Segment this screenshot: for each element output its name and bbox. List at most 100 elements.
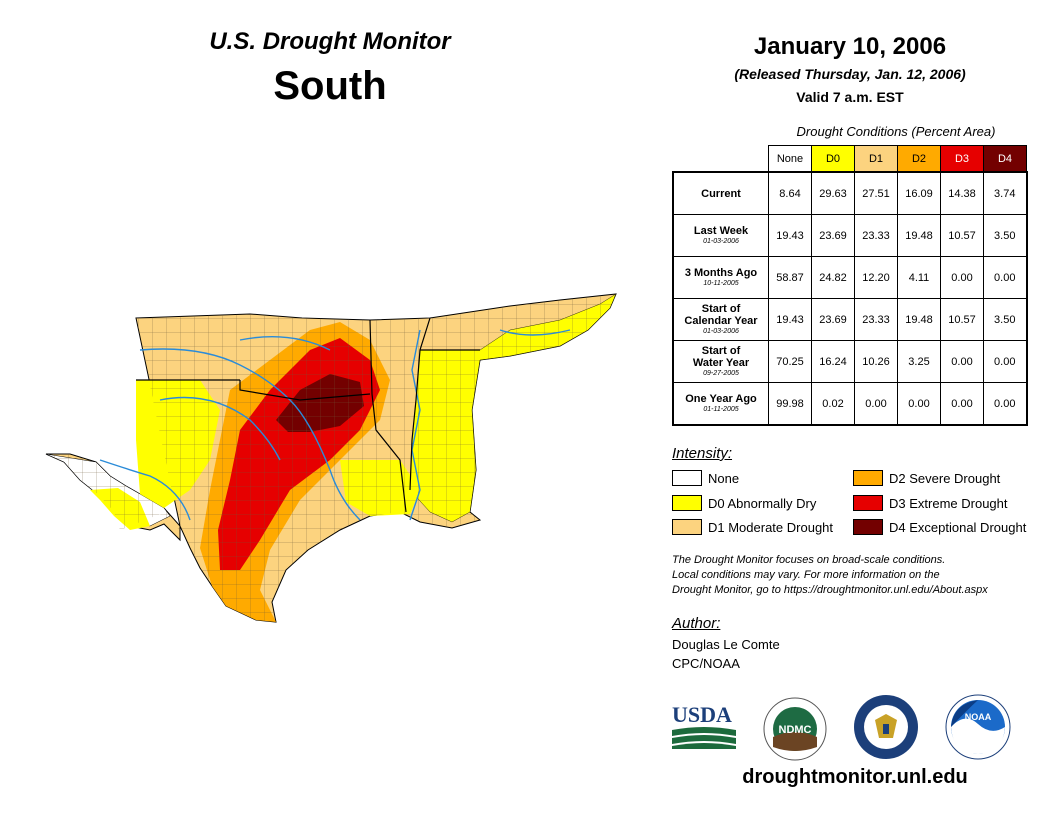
legend-item-d3: D3 Extreme Drought	[853, 495, 1008, 511]
legend-swatch	[853, 470, 883, 486]
table-cell: 3.25	[897, 340, 941, 383]
legend-item-none: None	[672, 470, 739, 486]
legend-label: D1 Moderate Drought	[708, 519, 834, 535]
legend-label: D3 Extreme Drought	[889, 495, 1008, 511]
table-cell: 29.63	[811, 171, 855, 215]
note-line: Drought Monitor, go to https://droughtmo…	[672, 584, 988, 596]
table-cell: 99.98	[768, 382, 812, 426]
table-header-row: None D0 D1 D2 D3 D4	[673, 145, 1027, 173]
col-d1-label: D1	[868, 152, 884, 165]
col-d3-label: D3	[954, 152, 970, 165]
table-cell: 23.69	[811, 298, 855, 341]
col-none: None	[768, 145, 812, 173]
legend-swatch	[672, 470, 702, 486]
drought-map	[45, 293, 617, 623]
region-title: South	[273, 64, 387, 108]
table-cell: 0.00	[983, 256, 1028, 299]
col-d4-label: D4	[997, 152, 1013, 165]
table-cell: 23.69	[811, 214, 855, 257]
map-title: U.S. Drought Monitor	[209, 28, 451, 55]
table-cell: 10.57	[940, 214, 984, 257]
author-heading: Author:	[672, 615, 721, 632]
row-label: Start of Water Year 09-27-2005	[672, 340, 769, 383]
legend-item-d4: D4 Exceptional Drought	[853, 519, 1026, 535]
usda-logo-text: USDA	[672, 702, 732, 727]
table-cell: 23.33	[854, 298, 898, 341]
row-label: Last Week 01-03-2006	[672, 214, 769, 257]
table-cell: 3.50	[983, 298, 1028, 341]
rivers	[99, 329, 571, 521]
noaa-logo-text: NOAA	[965, 712, 992, 722]
county-lines	[46, 294, 616, 622]
legend-label: D4 Exceptional Drought	[889, 519, 1027, 535]
state-borders	[136, 317, 480, 513]
disclaimer-note: The Drought Monitor focuses on broad-sca…	[672, 553, 1032, 598]
table-cell: 19.48	[897, 214, 941, 257]
ndmc-logo: NDMC	[763, 697, 827, 761]
table-caption: Drought Conditions (Percent Area)	[796, 124, 996, 139]
col-d2-label: D2	[911, 152, 927, 165]
legend-swatch	[853, 495, 883, 511]
website-url[interactable]: droughtmonitor.unl.edu	[742, 766, 968, 788]
col-d0: D0	[811, 145, 855, 173]
table-cell: 16.09	[897, 171, 941, 215]
noaa-logo: NOAA	[945, 694, 1011, 760]
table-cell: 23.33	[854, 214, 898, 257]
table-cell: 14.38	[940, 171, 984, 215]
author-name: Douglas Le Comte	[672, 637, 780, 652]
table-cell: 3.74	[983, 171, 1028, 215]
row-label: One Year Ago 01-11-2005	[672, 382, 769, 426]
table-cell: 0.00	[897, 382, 941, 426]
table-cell: 0.00	[940, 382, 984, 426]
row-label-text: 3 Months Ago	[684, 267, 758, 279]
legend-item-d1: D1 Moderate Drought	[672, 519, 833, 535]
legend-item-d0: D0 Abnormally Dry	[672, 495, 816, 511]
legend-swatch	[672, 519, 702, 535]
row-label: Start of Calendar Year 01-03-2006	[672, 298, 769, 341]
table-cell: 3.50	[983, 214, 1028, 257]
row-label-text-2: Calendar Year	[684, 315, 758, 327]
col-d3: D3	[940, 145, 984, 173]
table-cell: 58.87	[768, 256, 812, 299]
row-label-text: Last Week	[693, 225, 749, 237]
table-cell: 70.25	[768, 340, 812, 383]
row-label-date: 10-11-2005	[703, 280, 739, 287]
drought-conditions-table: None D0 D1 D2 D3 D4 Current 8.64 29.63 2…	[672, 145, 1028, 426]
legend-swatch	[853, 519, 883, 535]
row-label-text: One Year Ago	[685, 393, 757, 405]
legend-label: None	[708, 470, 740, 486]
table-corner	[673, 146, 769, 173]
table-cell: 0.00	[983, 382, 1028, 426]
row-label-text: Start of	[701, 345, 741, 357]
table-cell: 16.24	[811, 340, 855, 383]
legend-label: D2 Severe Drought	[889, 470, 1001, 486]
map-date: January 10, 2006	[753, 33, 947, 60]
col-none-label: None	[776, 152, 804, 165]
col-d0-label: D0	[825, 152, 841, 165]
note-line: Local conditions may vary. For more info…	[672, 569, 940, 581]
row-label-date: 09-27-2005	[703, 370, 739, 377]
table-cell: 19.43	[768, 214, 812, 257]
ndmc-logo-text: NDMC	[779, 724, 812, 736]
row-label: Current	[672, 171, 769, 215]
table-cell: 0.02	[811, 382, 855, 426]
usda-logo: USDA	[670, 700, 738, 750]
legend-title: Intensity:	[672, 445, 733, 462]
table-row-current: Current 8.64 29.63 27.51 16.09 14.38 3.7…	[672, 171, 1028, 215]
table-cell: 19.48	[897, 298, 941, 341]
table-cell: 4.11	[897, 256, 941, 299]
table-row-last-week: Last Week 01-03-2006 19.43 23.69 23.33 19…	[672, 214, 1028, 257]
valid-time: Valid 7 a.m. EST	[796, 89, 904, 105]
row-label-text: Start of	[701, 303, 741, 315]
row-label-date: 01-11-2005	[703, 406, 739, 413]
table-cell: 12.20	[854, 256, 898, 299]
table-cell: 10.26	[854, 340, 898, 383]
table-cell: 19.43	[768, 298, 812, 341]
row-label-text: Current	[701, 187, 741, 200]
table-row-3-months-ago: 3 Months Ago 10-11-2005 58.87 24.82 12.20…	[672, 256, 1028, 299]
table-cell: 27.51	[854, 171, 898, 215]
table-cell: 0.00	[983, 340, 1028, 383]
table-cell: 10.57	[940, 298, 984, 341]
legend-label: D0 Abnormally Dry	[708, 495, 817, 511]
table-cell: 0.00	[854, 382, 898, 426]
